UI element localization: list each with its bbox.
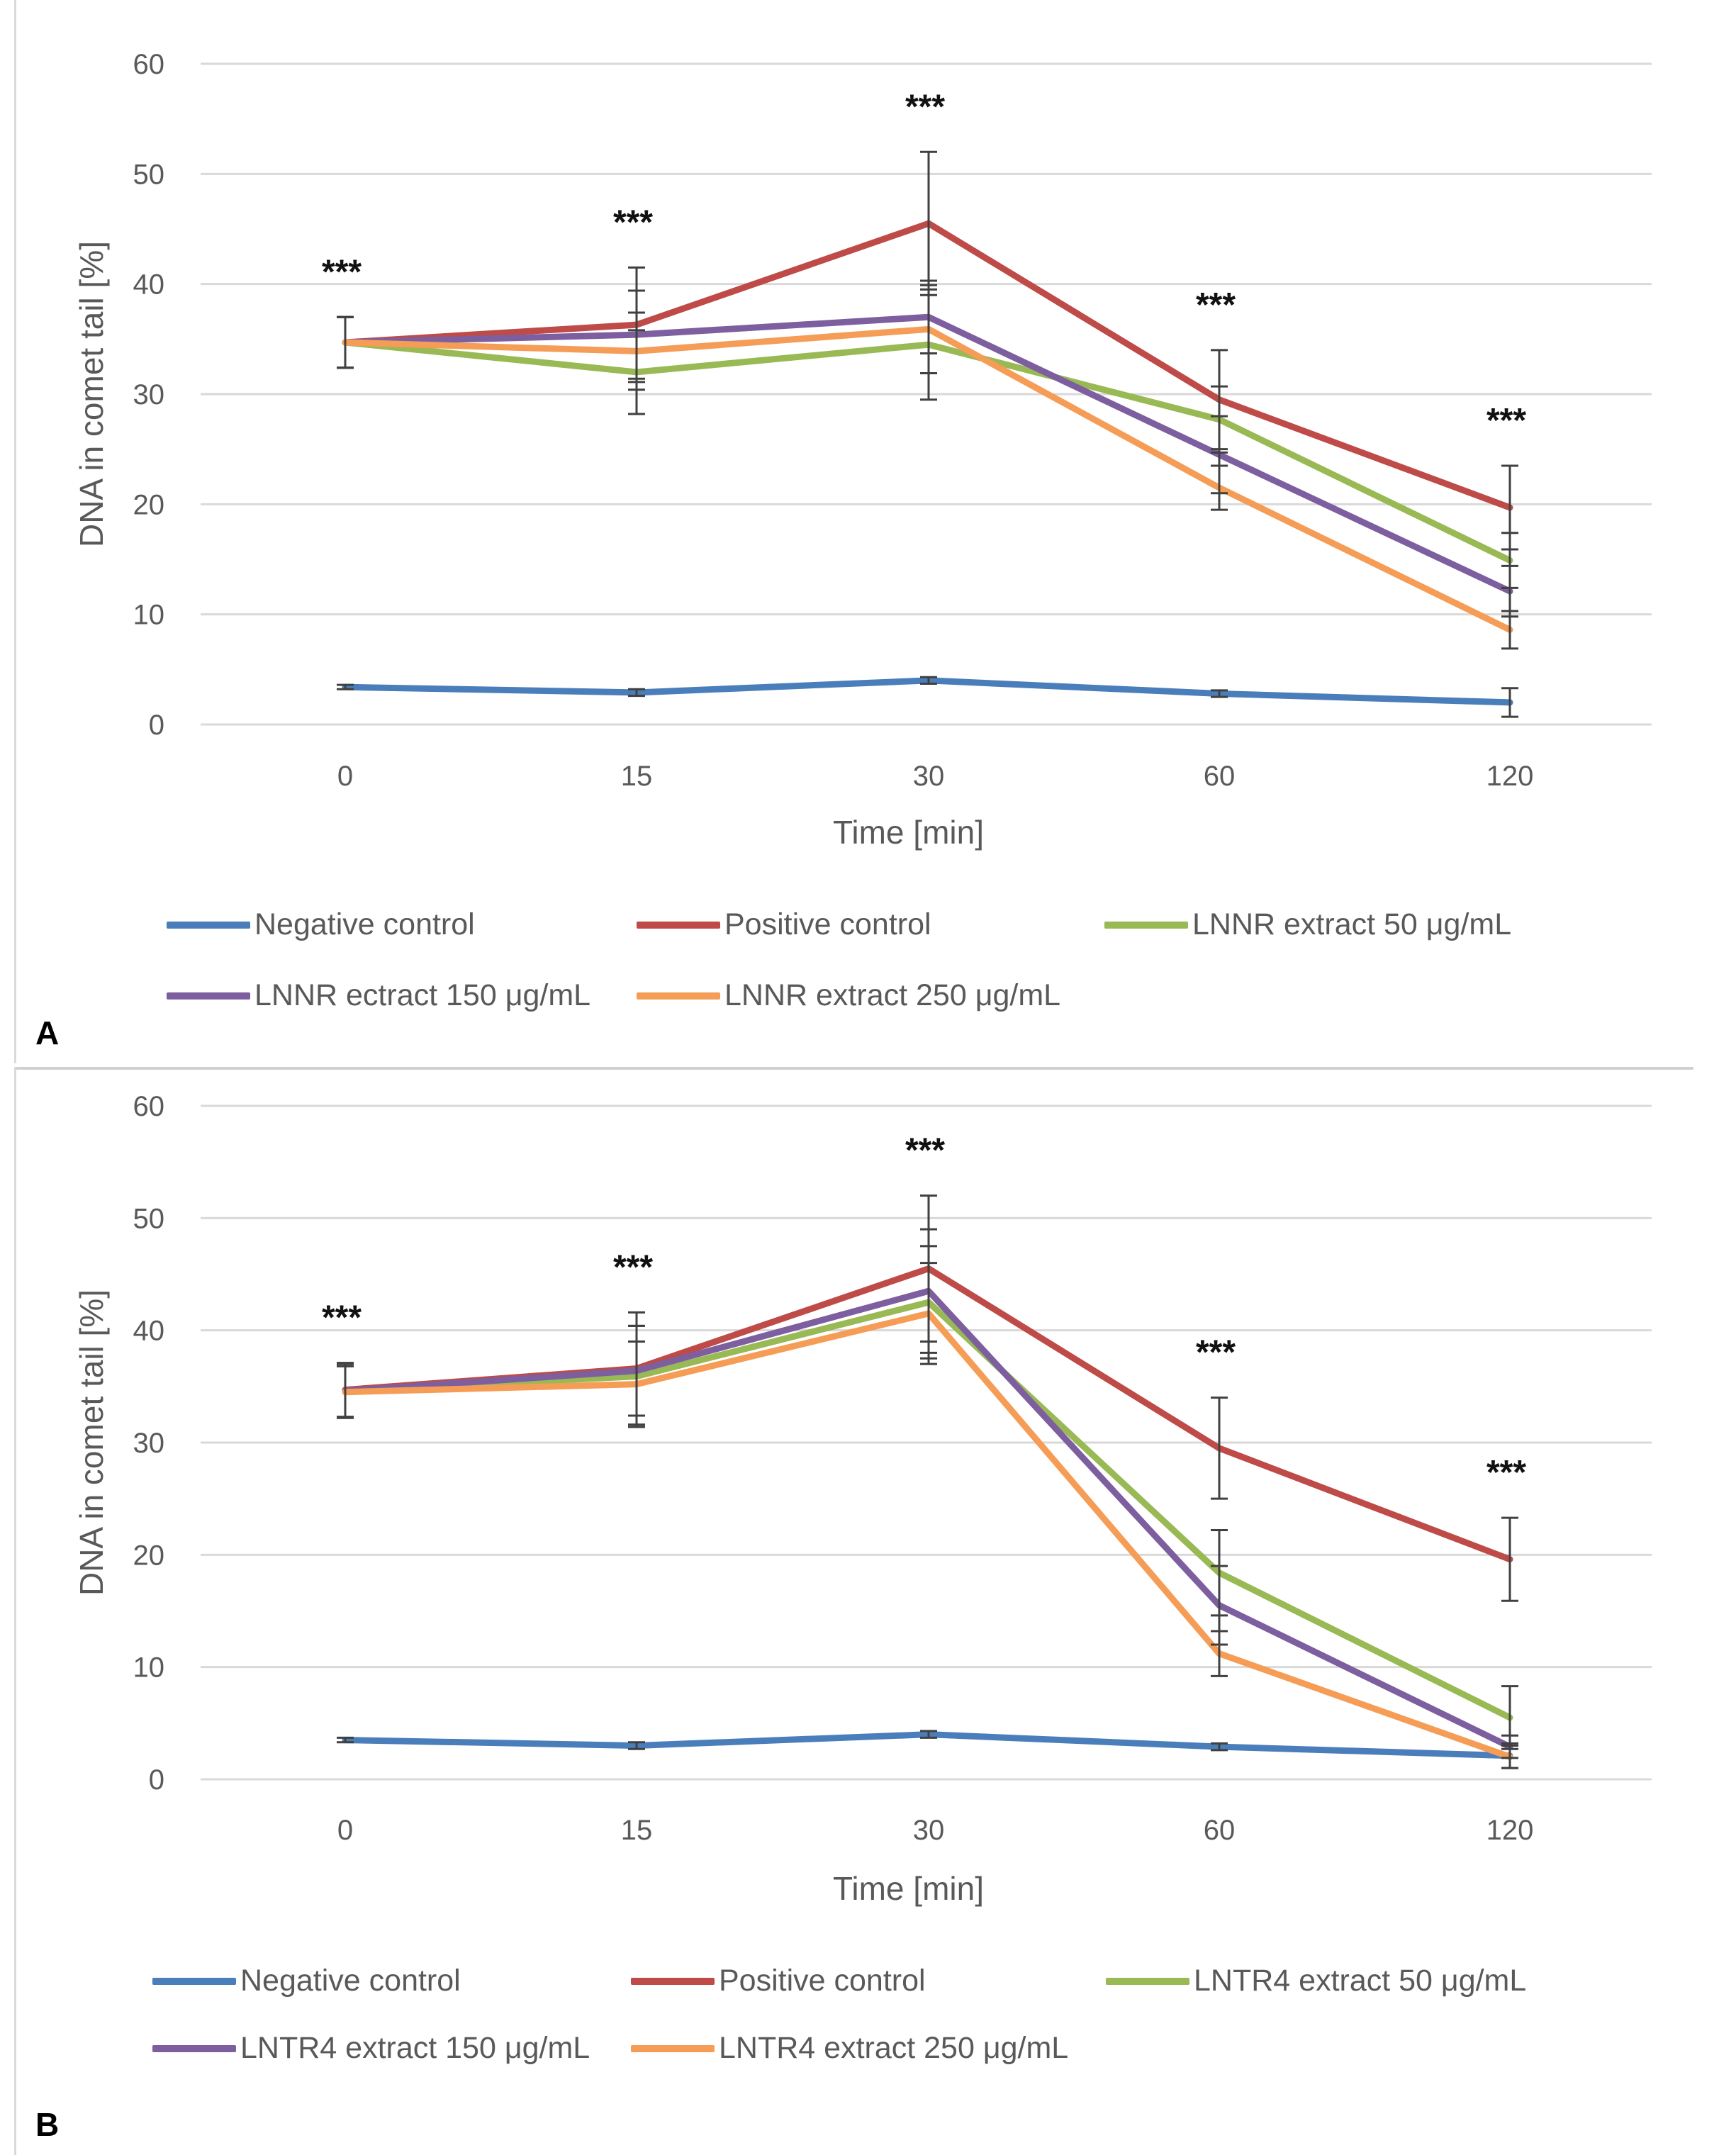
legend-swatch	[167, 992, 250, 1000]
y-tick-label: 40	[133, 1316, 165, 1347]
error-bar	[1501, 1745, 1518, 1769]
x-tick-label: 60	[1204, 1815, 1236, 1846]
significance-marker: ***	[905, 1132, 945, 1170]
significance-marker: ***	[1196, 1334, 1236, 1372]
legend-label: LNNR extract 50 μg/mL	[1192, 907, 1512, 941]
legend-label: Positive control	[719, 1964, 926, 1998]
x-tick-label: 0	[337, 761, 353, 792]
legend-swatch	[637, 921, 720, 929]
legend-item-extract-150: LNNR ectract 150 μg/mL	[167, 978, 590, 1013]
error-bar	[1211, 1396, 1228, 1500]
error-bar	[337, 315, 354, 369]
significance-marker: ***	[905, 88, 945, 125]
y-tick-label: 30	[133, 1428, 165, 1459]
error-bar	[920, 676, 937, 685]
y-tick-label: 20	[133, 1540, 165, 1571]
x-tick-label: 15	[621, 1815, 653, 1846]
legend-item-extract-50: LNTR4 extract 50 μg/mL	[1106, 1964, 1526, 1998]
significance-marker: ***	[613, 1248, 653, 1286]
y-axis-title: DNA in comet tail [%]	[73, 1289, 110, 1596]
error-bar	[628, 688, 645, 698]
legend-item-positive-control: Positive control	[637, 907, 931, 942]
y-tick-label: 50	[133, 159, 165, 190]
error-bar	[1211, 1742, 1228, 1752]
error-bar	[628, 1741, 645, 1750]
legend-item-negative-control: Negative control	[152, 1964, 461, 1998]
legend-label: LNTR4 extract 250 μg/mL	[719, 2031, 1069, 2065]
error-bar	[1211, 689, 1228, 698]
chart-panel-b: 0 10 20 30 40 50 60 0 15 30 60 120 Time [min] DNA in …	[0, 1067, 1736, 2155]
error-bar	[1501, 687, 1518, 718]
significance-marker: ***	[613, 203, 653, 241]
y-tick-label: 0	[149, 710, 164, 741]
legend-item-extract-50: LNNR extract 50 μg/mL	[1104, 907, 1511, 942]
x-tick-label: 30	[913, 761, 945, 792]
y-tick-label: 20	[133, 489, 165, 520]
y-tick-label: 10	[133, 600, 165, 631]
legend-swatch	[167, 921, 250, 929]
error-bar	[337, 683, 354, 690]
error-bar	[920, 284, 937, 374]
x-tick-label: 120	[1486, 1815, 1534, 1846]
y-tick-label: 60	[133, 1091, 165, 1122]
error-bar	[1501, 1516, 1518, 1602]
significance-marker: ***	[1196, 286, 1236, 324]
y-tick-label: 50	[133, 1203, 165, 1234]
legend-item-positive-control: Positive control	[631, 1964, 926, 1998]
error-bar	[337, 1736, 354, 1744]
y-tick-label: 10	[133, 1652, 165, 1684]
panel-letter-b: B	[35, 2106, 60, 2143]
error-bar	[628, 1340, 645, 1428]
legend-label: LNNR ectract 150 μg/mL	[254, 978, 591, 1012]
x-tick-label: 0	[337, 1815, 353, 1846]
panel-letter-a: A	[35, 1014, 60, 1051]
significance-marker: ***	[1486, 1454, 1526, 1491]
legend-label: LNNR extract 250 μg/mL	[724, 978, 1061, 1012]
x-tick-label: 120	[1486, 761, 1534, 792]
y-tick-label: 30	[133, 379, 165, 410]
x-axis-title: Time [min]	[833, 1870, 984, 1907]
x-axis-title: Time [min]	[833, 814, 984, 851]
x-tick-label: 30	[913, 1815, 945, 1846]
x-tick-label: 15	[621, 761, 653, 792]
legend-swatch	[152, 1977, 236, 1985]
significance-marker: ***	[322, 1299, 362, 1337]
legend-label: Negative control	[240, 1964, 461, 1998]
panel-divider	[16, 1067, 1693, 1070]
chart-panel-a: 0 10 20 30 40 50 60 0 15 30 60 120 Time [min] DNA in …	[0, 0, 1736, 1063]
legend-swatch	[1106, 1977, 1189, 1985]
error-bar	[1501, 610, 1518, 650]
error-bar	[337, 1365, 354, 1419]
legend-swatch	[631, 2044, 715, 2052]
y-tick-label: 60	[133, 49, 165, 80]
legend-swatch	[637, 992, 720, 1000]
panel-a-frame	[14, 0, 16, 1063]
y-tick-label: 40	[133, 269, 165, 301]
legend-label: Positive control	[724, 907, 931, 941]
legend-swatch	[1104, 921, 1188, 929]
legend-swatch	[631, 1977, 715, 1985]
legend-item-extract-250: LNNR extract 250 μg/mL	[637, 978, 1060, 1013]
legend-item-negative-control: Negative control	[167, 907, 475, 942]
x-tick-label: 60	[1204, 761, 1236, 792]
error-bar	[1211, 1630, 1228, 1677]
legend-label: LNTR4 extract 150 μg/mL	[240, 2031, 590, 2065]
error-bar	[628, 311, 645, 391]
legend-label: Negative control	[254, 907, 475, 941]
line-chart-a: 0 10 20 30 40 50 60 0 15 30 60 120 Time [min] DNA in …	[73, 49, 1652, 851]
error-bar	[920, 1262, 937, 1365]
y-tick-label: 0	[149, 1764, 164, 1796]
significance-marker: ***	[1486, 402, 1526, 440]
legend-swatch	[152, 2044, 236, 2052]
significance-marker: ***	[322, 253, 362, 291]
legend-item-extract-250: LNTR4 extract 250 μg/mL	[631, 2031, 1068, 2066]
y-axis-title: DNA in comet tail [%]	[73, 241, 110, 547]
legend-label: LNTR4 extract 50 μg/mL	[1194, 1964, 1527, 1998]
line-chart-b: 0 10 20 30 40 50 60 0 15 30 60 120 Time [min] DNA in …	[73, 1091, 1652, 1907]
error-bar	[1211, 464, 1228, 511]
error-bar	[920, 1730, 937, 1739]
panel-b-frame	[14, 1067, 16, 2155]
legend-item-extract-150: LNTR4 extract 150 μg/mL	[152, 2031, 590, 2066]
